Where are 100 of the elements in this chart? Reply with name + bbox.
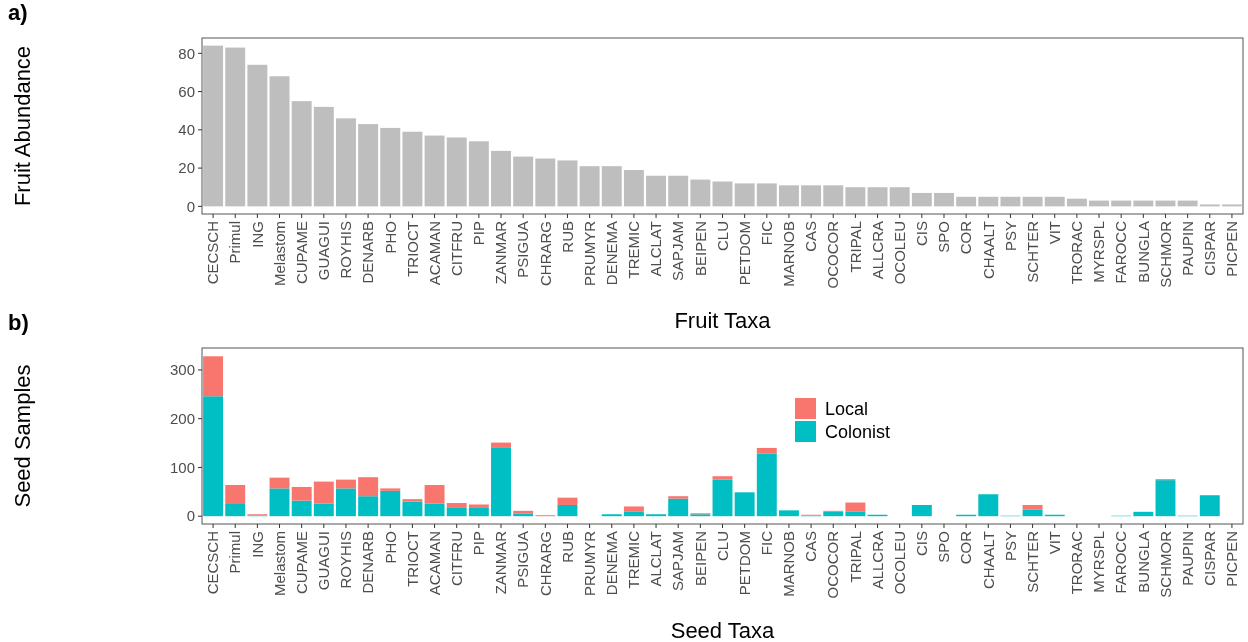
x-tick-label: BEIPEN bbox=[691, 221, 709, 277]
x-tick-label: SAPJAM bbox=[669, 531, 687, 592]
x-tick-label: OCOLEU bbox=[890, 531, 908, 595]
x-tick-label: Melastom bbox=[270, 221, 288, 287]
x-tick-label: CISPAR bbox=[1201, 530, 1219, 586]
x-tick-label: PAUPIN bbox=[1178, 531, 1196, 586]
x-tick-label: CHAALT bbox=[979, 221, 997, 280]
x-tick-label: FIC bbox=[758, 530, 776, 556]
x-tick-label: PIP bbox=[470, 531, 488, 556]
x-tick-label: ACAMAN bbox=[425, 531, 443, 596]
x-tick-label: VIT bbox=[1045, 221, 1063, 245]
x-tick-label: CHRARG bbox=[536, 221, 554, 287]
text: a) bbox=[8, 0, 28, 25]
x-tick-label: PHO bbox=[381, 531, 399, 564]
y-tick-label: 0 bbox=[186, 197, 195, 215]
x-tick-label: CLU bbox=[713, 531, 731, 562]
x-tick-label: MYRSPL bbox=[1090, 531, 1108, 593]
x-tick-label: PSY bbox=[1001, 531, 1019, 562]
x-tick-label: OCOCOR bbox=[824, 530, 842, 599]
y-tick-label: 40 bbox=[178, 121, 195, 139]
x-tick-label: PICPEN bbox=[1223, 221, 1241, 277]
x-tick-label: DENEMA bbox=[603, 531, 621, 596]
x-tick-label: RUB bbox=[558, 531, 576, 563]
x-tick-label: ALLCRA bbox=[868, 221, 886, 280]
x-axis-title: Seed Taxa bbox=[670, 618, 776, 642]
x-tick-label: PAUPIN bbox=[1178, 221, 1196, 276]
x-tick-label: PRUMYR bbox=[580, 530, 598, 597]
x-tick-label: FAROCC bbox=[1112, 220, 1130, 284]
x-tick-label: ALCLAT bbox=[647, 221, 665, 277]
x-tick-label: Melastom bbox=[270, 531, 288, 597]
x-tick-label: TRORAC bbox=[1068, 530, 1086, 595]
x-tick-label: MYRSPL bbox=[1090, 221, 1108, 283]
x-tick-label: GUAGUI bbox=[315, 221, 333, 281]
x-tick-label: CIS bbox=[913, 531, 931, 557]
legend-label: Local bbox=[825, 399, 869, 420]
x-tick-label: TREMIC bbox=[625, 530, 643, 589]
x-tick-label: CUPAME bbox=[292, 221, 310, 285]
x-tick-label: CUPAME bbox=[292, 531, 310, 595]
legend-label: Colonist bbox=[825, 422, 891, 443]
x-tick-label: SCHTER bbox=[1023, 530, 1041, 593]
x-tick-label: ALCLAT bbox=[647, 531, 665, 587]
x-tick-label: COR bbox=[957, 530, 975, 565]
x-tick-label: ZANMAR bbox=[492, 530, 510, 595]
x-tick-label: PETDOM bbox=[735, 531, 753, 596]
x-tick-label: BEIPEN bbox=[691, 531, 709, 587]
x-tick-label: SCHMOR bbox=[1156, 220, 1174, 288]
x-tick-label: FIC bbox=[758, 220, 776, 246]
x-tick-label: TRIOCT bbox=[403, 221, 421, 277]
x-tick-label: Primul bbox=[226, 221, 244, 264]
x-tick-label: TRIOCT bbox=[403, 531, 421, 587]
x-tick-label: SCHTER bbox=[1023, 220, 1041, 283]
x-tick-label: PIP bbox=[470, 221, 488, 246]
y-axis-title: Seed Samples bbox=[10, 364, 35, 508]
x-tick-label: PSIGUA bbox=[514, 221, 532, 278]
x-tick-label: ING bbox=[248, 531, 266, 558]
x-tick-label: RUB bbox=[558, 221, 576, 253]
x-tick-label: PRUMYR bbox=[580, 220, 598, 287]
x-tick-label: GUAGUI bbox=[315, 531, 333, 591]
x-tick-label: COR bbox=[957, 220, 975, 255]
x-tick-label: CITFRU bbox=[447, 531, 465, 586]
x-tick-label: TRIPAL bbox=[846, 531, 864, 583]
x-axis-title: Fruit Taxa bbox=[674, 308, 772, 333]
y-tick-label: 200 bbox=[169, 409, 195, 427]
x-tick-label: PSY bbox=[1001, 221, 1019, 252]
x-tick-label: ING bbox=[248, 221, 266, 248]
x-tick-label: TREMIC bbox=[625, 220, 643, 279]
x-tick-label: CISPAR bbox=[1201, 220, 1219, 276]
y-axis-title: Fruit Abundance bbox=[10, 45, 35, 207]
x-tick-label: CAS bbox=[802, 531, 820, 562]
x-tick-label: SPO bbox=[935, 531, 953, 563]
x-tick-label: DENEMA bbox=[603, 221, 621, 286]
y-tick-label: 300 bbox=[169, 361, 195, 379]
y-tick-label: 100 bbox=[169, 458, 195, 476]
x-tick-label: DENARB bbox=[359, 531, 377, 594]
x-tick-label: PICPEN bbox=[1223, 531, 1241, 587]
x-tick-label: SCHMOR bbox=[1156, 530, 1174, 598]
x-tick-label: BUNGLA bbox=[1134, 221, 1152, 283]
x-tick-label: OCOCOR bbox=[824, 220, 842, 289]
y-tick-label: 60 bbox=[178, 82, 195, 100]
x-tick-label: ACAMAN bbox=[425, 221, 443, 286]
x-tick-label: ALLCRA bbox=[868, 531, 886, 590]
x-tick-label: CITFRU bbox=[447, 221, 465, 276]
x-tick-label: ZANMAR bbox=[492, 220, 510, 285]
x-tick-label: TRORAC bbox=[1068, 220, 1086, 285]
x-tick-label: VIT bbox=[1045, 531, 1063, 555]
x-tick-label: Primul bbox=[226, 531, 244, 574]
x-tick-label: CHAALT bbox=[979, 531, 997, 590]
x-tick-label: FAROCC bbox=[1112, 530, 1130, 594]
x-tick-label: MARNOB bbox=[780, 221, 798, 287]
x-tick-label: ROYHIS bbox=[337, 221, 355, 279]
x-tick-label: CHRARG bbox=[536, 531, 554, 597]
x-tick-label: DENARB bbox=[359, 221, 377, 284]
x-tick-label: CECSCH bbox=[204, 531, 222, 595]
x-tick-label: PSIGUA bbox=[514, 531, 532, 588]
x-tick-label: BUNGLA bbox=[1134, 531, 1152, 593]
x-tick-label: CIS bbox=[913, 221, 931, 247]
y-tick-label: 20 bbox=[178, 159, 195, 177]
x-tick-label: ROYHIS bbox=[337, 531, 355, 589]
x-tick-label: SPO bbox=[935, 221, 953, 253]
y-tick-label: 80 bbox=[178, 44, 195, 62]
